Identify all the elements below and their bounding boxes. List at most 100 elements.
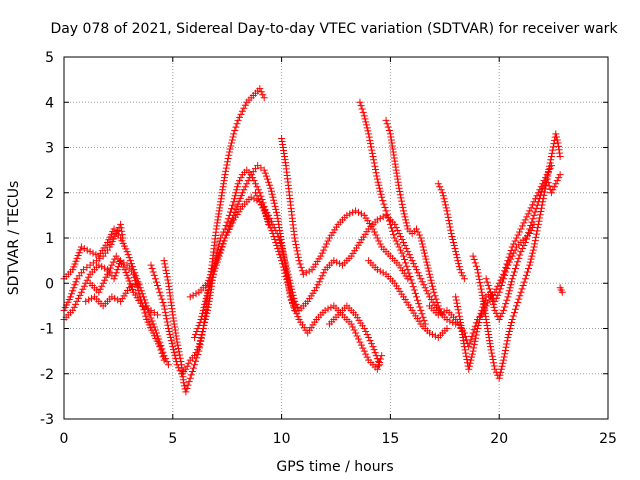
data-point	[285, 282, 293, 290]
data-point	[531, 240, 539, 248]
data-point	[472, 334, 480, 342]
data-point	[372, 169, 380, 177]
data-point	[111, 294, 119, 302]
data-point	[162, 266, 170, 274]
data-point	[523, 268, 531, 276]
data-point	[183, 384, 191, 392]
data-point	[469, 347, 477, 355]
data-point	[395, 184, 403, 192]
data-point	[399, 252, 407, 260]
data-point	[508, 252, 516, 260]
data-point	[415, 300, 423, 308]
data-point	[160, 302, 168, 310]
data-point	[193, 328, 201, 336]
data-point	[489, 297, 497, 305]
data-point	[475, 318, 483, 326]
data-point	[502, 343, 510, 351]
data-point	[460, 343, 468, 351]
data-point	[497, 368, 505, 376]
data-point	[473, 328, 481, 336]
data-point	[265, 178, 273, 186]
series-track-5	[86, 252, 162, 319]
data-point	[70, 284, 78, 292]
data-point	[400, 210, 408, 218]
data-point	[434, 180, 442, 188]
data-point	[454, 303, 462, 311]
data-point	[346, 210, 354, 218]
data-point	[321, 243, 329, 251]
data-point	[405, 251, 413, 259]
data-point	[443, 207, 451, 215]
data-point	[134, 279, 142, 287]
data-point	[155, 285, 163, 293]
data-point	[554, 139, 562, 147]
y-tick-label: 1	[45, 231, 54, 247]
data-point	[489, 300, 497, 308]
data-point	[154, 311, 162, 319]
data-point	[76, 291, 84, 299]
data-point	[508, 275, 516, 283]
data-point	[496, 285, 504, 293]
data-point	[442, 204, 450, 212]
data-point	[192, 290, 200, 298]
data-point	[402, 219, 410, 227]
data-point	[267, 187, 275, 195]
data-point	[294, 250, 302, 258]
data-point	[228, 139, 236, 147]
data-point	[228, 205, 236, 213]
data-point	[395, 243, 403, 251]
data-point	[202, 294, 210, 302]
data-point	[500, 353, 508, 361]
data-point	[475, 272, 483, 280]
data-point	[443, 315, 451, 323]
series-track-21	[482, 171, 564, 323]
data-point	[422, 255, 430, 263]
data-point	[299, 270, 307, 278]
data-point	[472, 262, 480, 270]
data-point	[363, 331, 371, 339]
data-point	[259, 204, 267, 212]
data-point	[276, 251, 284, 259]
data-point	[555, 174, 563, 182]
data-point	[423, 258, 431, 266]
data-point	[423, 261, 431, 269]
data-point	[507, 255, 515, 263]
data-point	[327, 303, 335, 311]
data-point	[506, 325, 514, 332]
series-track-11	[278, 134, 412, 283]
data-point	[379, 213, 387, 221]
data-point	[513, 261, 521, 269]
data-point	[523, 232, 531, 240]
series-track-19	[452, 220, 538, 373]
data-point	[420, 281, 428, 289]
data-point	[257, 201, 265, 209]
data-point	[398, 249, 406, 257]
data-point	[418, 240, 426, 248]
data-point	[556, 149, 564, 157]
data-point	[500, 356, 508, 364]
data-point	[189, 364, 197, 372]
data-point	[553, 133, 561, 141]
data-point	[453, 299, 461, 307]
data-point	[450, 242, 458, 250]
data-point	[558, 288, 566, 296]
data-point	[161, 260, 169, 268]
data-point	[474, 321, 482, 329]
data-point	[224, 154, 232, 162]
data-point	[350, 326, 358, 334]
data-point	[379, 197, 387, 205]
data-point	[507, 321, 515, 329]
data-point	[495, 288, 503, 296]
data-point	[408, 279, 416, 287]
data-point	[532, 233, 540, 241]
data-point	[424, 264, 432, 272]
data-point	[256, 85, 264, 93]
data-point	[170, 346, 178, 354]
data-point	[352, 207, 360, 215]
data-point	[519, 282, 527, 290]
data-point	[520, 242, 528, 250]
data-point	[236, 177, 244, 185]
data-point	[428, 331, 436, 339]
data-point	[167, 337, 175, 345]
data-point	[256, 198, 264, 206]
